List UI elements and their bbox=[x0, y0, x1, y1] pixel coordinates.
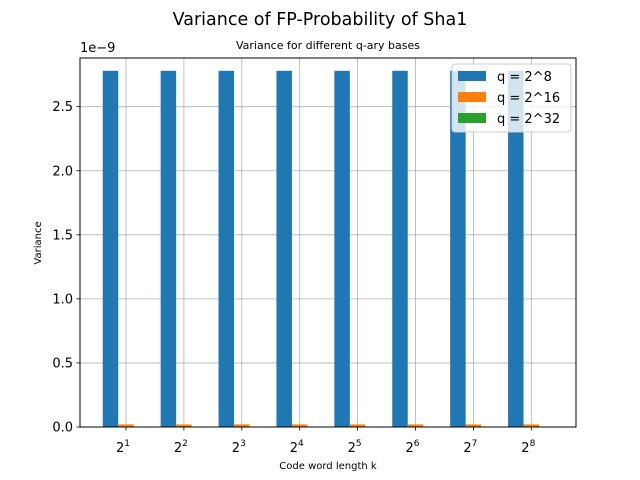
y-tick-label: 2.0 bbox=[52, 164, 73, 179]
x-tick-label: 24 bbox=[290, 439, 304, 456]
bar bbox=[465, 424, 482, 427]
legend-label: q = 2^32 bbox=[497, 112, 560, 127]
bar bbox=[407, 424, 424, 427]
legend-label: q = 2^8 bbox=[497, 70, 552, 85]
bar bbox=[160, 70, 177, 427]
legend-label: q = 2^16 bbox=[497, 91, 560, 106]
x-tick-label: 21 bbox=[116, 439, 130, 456]
bar bbox=[523, 424, 540, 427]
plot-frame bbox=[79, 57, 577, 428]
y-tick-label: 0.5 bbox=[52, 356, 73, 371]
x-tick-label: 28 bbox=[521, 439, 535, 456]
bar bbox=[392, 70, 408, 427]
x-tick-exponent: 4 bbox=[298, 439, 304, 449]
y-tick-label: 2.5 bbox=[52, 100, 73, 115]
bar bbox=[334, 70, 350, 427]
x-tick-label: 25 bbox=[348, 439, 362, 456]
y-axis-label: Variance bbox=[33, 221, 44, 264]
x-tick-label: 27 bbox=[463, 439, 477, 456]
axis-ticks: 0.00.51.01.52.02.521 22 23 24 25 26 27 28 bbox=[52, 100, 535, 456]
bar bbox=[291, 424, 308, 427]
x-tick-exponent: 5 bbox=[356, 439, 362, 449]
x-tick-base: 2 bbox=[174, 441, 182, 456]
bar bbox=[234, 424, 250, 427]
x-tick-label: 23 bbox=[232, 439, 246, 456]
bar bbox=[176, 424, 192, 427]
bar bbox=[450, 70, 466, 427]
bar bbox=[118, 424, 134, 427]
legend-swatch bbox=[458, 92, 486, 102]
bar bbox=[276, 70, 292, 427]
legend: q = 2^8 q = 2^16 q = 2^32 bbox=[451, 63, 572, 133]
x-tick-base: 2 bbox=[290, 441, 298, 456]
bar bbox=[218, 70, 235, 427]
chart-subtitle: Variance for different q-ary bases bbox=[236, 39, 420, 52]
bar bbox=[508, 70, 524, 427]
x-tick-exponent: 6 bbox=[414, 439, 420, 449]
x-tick-base: 2 bbox=[116, 441, 124, 456]
x-tick-label: 26 bbox=[405, 439, 419, 456]
y-tick-label: 1.5 bbox=[52, 228, 73, 243]
x-tick-label: 22 bbox=[174, 439, 188, 456]
x-tick-exponent: 7 bbox=[472, 439, 478, 449]
x-tick-exponent: 8 bbox=[530, 439, 536, 449]
chart-title: Variance of FP-Probability of Sha1 bbox=[173, 10, 468, 30]
bars bbox=[102, 70, 540, 427]
y-tick-label: 1.0 bbox=[52, 292, 73, 307]
x-tick-base: 2 bbox=[521, 441, 529, 456]
y-scale-label: 1e−9 bbox=[80, 41, 115, 56]
y-tick-label: 0.0 bbox=[52, 421, 73, 436]
x-tick-exponent: 2 bbox=[182, 439, 188, 449]
bar bbox=[102, 70, 119, 427]
x-tick-base: 2 bbox=[463, 441, 471, 456]
x-tick-base: 2 bbox=[348, 441, 356, 456]
x-axis-label: Code word length k bbox=[279, 461, 377, 472]
x-tick-exponent: 1 bbox=[124, 439, 130, 449]
x-tick-exponent: 3 bbox=[240, 439, 246, 449]
x-tick-base: 2 bbox=[405, 441, 413, 456]
legend-swatch bbox=[458, 71, 486, 81]
legend-swatch bbox=[458, 113, 486, 123]
x-tick-base: 2 bbox=[232, 441, 240, 456]
bar bbox=[349, 424, 366, 427]
